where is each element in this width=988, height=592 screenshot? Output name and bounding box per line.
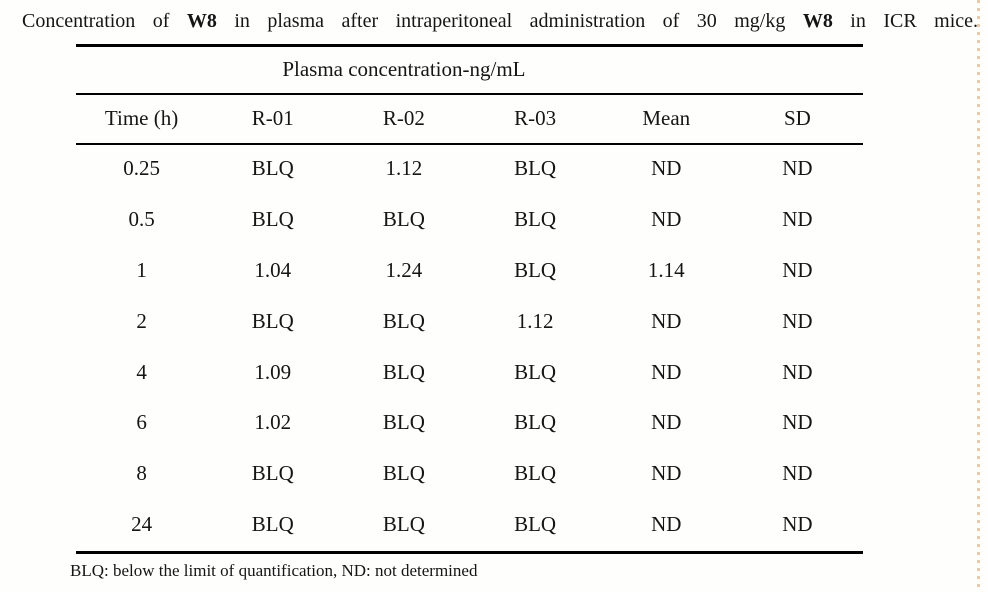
scan-edge-artifact — [977, 0, 980, 592]
table-cell: ND — [651, 512, 682, 537]
table-row: 8 BLQ BLQ BLQ ND ND — [76, 448, 863, 499]
table-row: 1 1.04 1.24 BLQ 1.14 ND — [76, 245, 863, 296]
table-cell: 1.12 — [516, 308, 554, 333]
table-cell: ND — [651, 359, 682, 384]
table-row: 6 1.02 BLQ BLQ ND ND — [76, 397, 863, 448]
table-cell: BLQ — [514, 155, 557, 180]
caption-segment: Concentration of — [22, 10, 187, 32]
table-cell-time: 8 — [136, 461, 147, 486]
table-header-row: Time (h) R-01 R-02 R-03 Mean SD — [76, 93, 863, 143]
table-cell-time: 24 — [131, 512, 153, 537]
table-cell: 1.14 — [647, 257, 685, 282]
table-cell: ND — [782, 410, 813, 435]
column-header-r03: R-03 — [514, 105, 557, 130]
table-row: 0.5 BLQ BLQ BLQ ND ND — [76, 194, 863, 245]
table-caption: Concentration of W8 in plasma after intr… — [22, 8, 978, 34]
column-header-mean: Mean — [642, 105, 691, 130]
table-cell: BLQ — [514, 359, 557, 384]
table-cell: 1.04 — [254, 257, 292, 282]
table-cell: ND — [782, 206, 813, 231]
table-cell: 1.12 — [385, 155, 423, 180]
table-cell: BLQ — [251, 512, 294, 537]
table-cell-time: 0.5 — [128, 206, 155, 231]
table-cell: BLQ — [251, 155, 294, 180]
column-header-sd: SD — [783, 105, 811, 130]
table-cell: BLQ — [251, 206, 294, 231]
table-row: 24 BLQ BLQ BLQ ND ND — [76, 499, 863, 550]
table-cell-time: 0.25 — [123, 155, 160, 180]
table-cell: ND — [651, 461, 682, 486]
table-cell: BLQ — [514, 257, 557, 282]
header-bottom-rule — [76, 143, 863, 145]
table-cell: BLQ — [514, 461, 557, 486]
table-cell: BLQ — [514, 410, 557, 435]
table-cell-time: 6 — [136, 410, 147, 435]
caption-segment: in ICR mice. — [832, 10, 979, 32]
table-cell: ND — [782, 308, 813, 333]
table-bottom-rule — [76, 551, 863, 554]
table-cell-time: 2 — [136, 308, 147, 333]
caption-compound-name: W8 — [802, 10, 833, 32]
table-cell: ND — [782, 512, 813, 537]
column-header-r01: R-01 — [251, 105, 294, 130]
table-cell: ND — [782, 155, 813, 180]
table-row: 2 BLQ BLQ 1.12 ND ND — [76, 296, 863, 347]
table-cell: BLQ — [514, 512, 557, 537]
table-footnote: BLQ: below the limit of quantification, … — [70, 561, 478, 580]
table-cell: BLQ — [251, 461, 294, 486]
table-cell: ND — [651, 308, 682, 333]
table-cell: BLQ — [514, 206, 557, 231]
table-cell: ND — [782, 461, 813, 486]
table-cell: BLQ — [382, 308, 425, 333]
table-cell-time: 4 — [136, 359, 147, 384]
table-cell-time: 1 — [136, 257, 147, 282]
column-header-r02: R-02 — [382, 105, 425, 130]
table-row: 0.25 BLQ 1.12 BLQ ND ND — [76, 143, 863, 194]
table-cell: ND — [651, 155, 682, 180]
caption-segment: in plasma after intraperitoneal administ… — [216, 10, 803, 32]
table-cell: BLQ — [382, 410, 425, 435]
table-cell: ND — [782, 257, 813, 282]
group-header-rule — [76, 93, 863, 95]
table-cell: 1.09 — [254, 359, 292, 384]
table-cell: ND — [782, 359, 813, 384]
table-top-rule — [76, 44, 863, 47]
table-cell: 1.24 — [385, 257, 423, 282]
caption-compound-name: W8 — [186, 10, 217, 32]
table-cell: ND — [651, 206, 682, 231]
table-cell: BLQ — [382, 359, 425, 384]
table-cell: BLQ — [382, 206, 425, 231]
table-cell: BLQ — [251, 308, 294, 333]
table-group-header-row: Plasma concentration-ng/mL — [76, 45, 863, 93]
table-row: 4 1.09 BLQ BLQ ND ND — [76, 347, 863, 398]
data-table: Plasma concentration-ng/mL Time (h) R-01… — [76, 45, 863, 550]
table-cell: ND — [651, 410, 682, 435]
column-header-time: Time (h) — [104, 105, 179, 130]
table-cell: BLQ — [382, 461, 425, 486]
table-cell: BLQ — [382, 512, 425, 537]
table-cell: 1.02 — [254, 410, 292, 435]
plasma-concentration-group-header: Plasma concentration-ng/mL — [282, 56, 526, 81]
